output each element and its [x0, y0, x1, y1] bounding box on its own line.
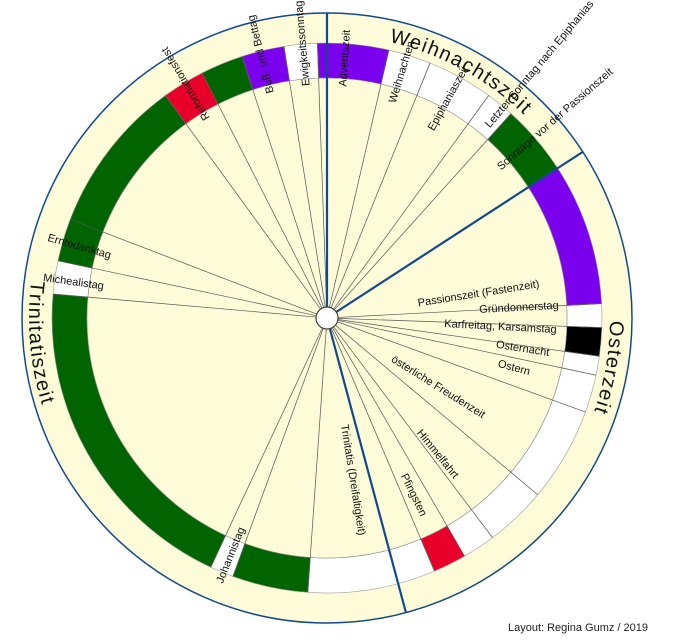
divider-line: [53, 293, 317, 318]
divider-line: [337, 319, 600, 357]
ring-band-karfreitag-karsamstag: [564, 326, 603, 357]
divider-line: [57, 260, 317, 317]
divider-line: [201, 72, 323, 309]
divider-line: [210, 327, 323, 568]
season-boundary-line: [335, 150, 584, 313]
divider-line: [329, 49, 390, 308]
segment-label: Adventszeit: [337, 29, 353, 87]
divider-line: [332, 327, 465, 557]
hub-circle: [315, 306, 339, 330]
segment-label: Karfreitag, Karsamstag: [444, 318, 557, 336]
divider-line: [333, 95, 489, 310]
divider-line: [330, 62, 431, 308]
divider-line: [283, 46, 326, 308]
divider-line: [165, 95, 321, 310]
divider-line: [337, 318, 602, 328]
divider-line: [335, 324, 538, 496]
divider-line: [337, 303, 602, 318]
divider-line: [70, 219, 317, 315]
divider-line: [241, 56, 324, 308]
divider-line: [232, 328, 324, 577]
ring-band-gründonnerstag: [566, 303, 603, 328]
season-boundary-line: [328, 328, 408, 613]
segment-label: Gründonnerstag: [479, 300, 559, 316]
divider-line: [317, 43, 327, 308]
divider-line: [330, 327, 435, 572]
divider-line: [333, 326, 493, 538]
divider-line: [307, 328, 327, 593]
divider-line: [334, 113, 512, 311]
divider-line: [337, 319, 597, 376]
layout-credit: Layout: Regina Gumz / 2019: [507, 622, 648, 634]
divider-line: [337, 321, 586, 413]
